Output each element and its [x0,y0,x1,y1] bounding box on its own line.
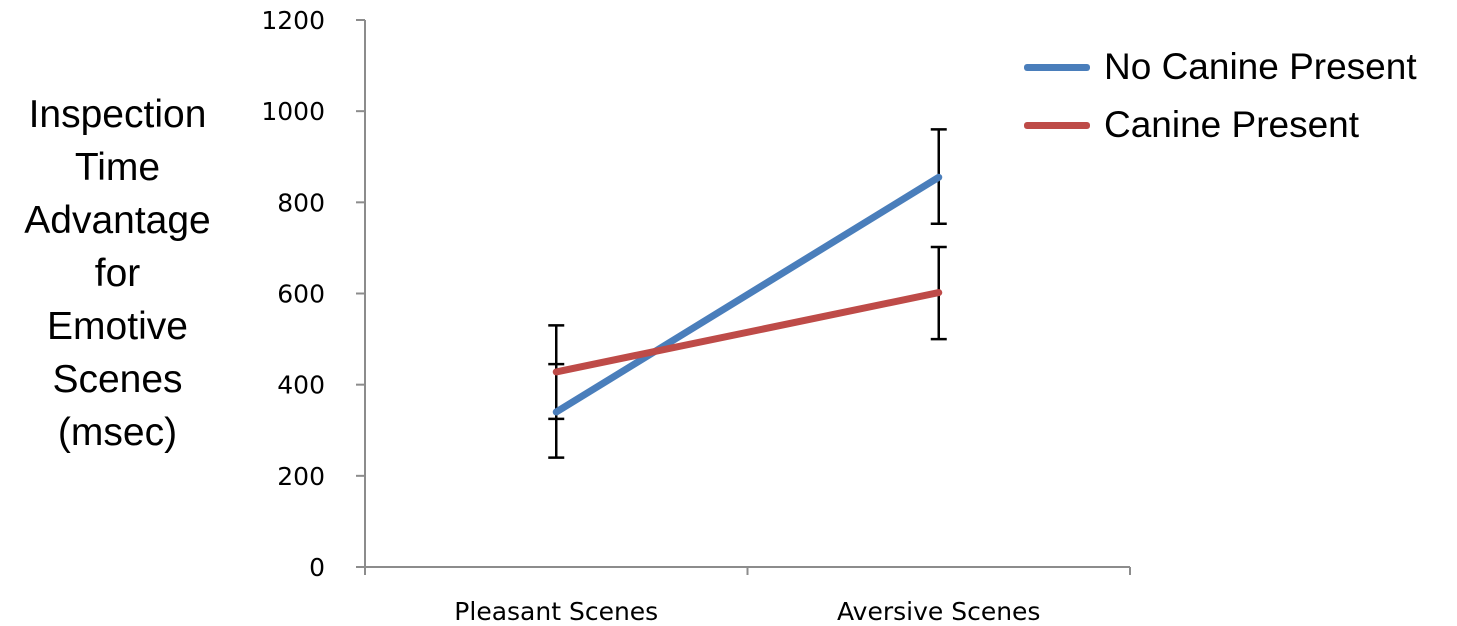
y-axis-label-line: Scenes [52,358,183,401]
legend-swatch-no-canine [1024,63,1090,71]
chart-legend: No Canine Present Canine Present [1024,38,1417,154]
y-axis-label-line: Inspection [28,93,207,136]
y-axis-label-line: Emotive [47,305,188,348]
y-tick-label: 400 [277,371,325,400]
y-axis-label: Inspection Time Advantage for Emotive Sc… [0,88,235,459]
series-line-canine [552,289,943,376]
x-category-label: Aversive Scenes [837,597,1040,626]
series-line-no-canine [552,173,943,416]
y-tick-label: 200 [277,462,325,491]
legend-label-no-canine: No Canine Present [1104,46,1417,87]
legend-swatch-canine [1024,121,1090,129]
y-axis-label-line: for [94,252,141,295]
y-tick-label: 800 [277,188,325,217]
y-axis-label-line: (msec) [57,411,178,454]
legend-item-no-canine: No Canine Present [1024,38,1417,96]
legend-label-canine: Canine Present [1104,104,1360,145]
y-tick-label: 1000 [261,97,325,126]
y-tick-label: 0 [309,553,325,582]
y-tick-label: 1200 [261,6,325,35]
y-axis-ticks: 0 200 400 600 800 1000 1200 [261,6,365,582]
y-tick-label: 600 [277,280,325,309]
legend-item-canine: Canine Present [1024,96,1417,154]
y-axis-label-line: Time [74,146,161,189]
y-axis-label-line: Advantage [24,199,211,242]
series-lines [552,173,943,416]
x-category-label: Pleasant Scenes [454,597,658,626]
x-axis-categories: Pleasant Scenes Aversive Scenes [454,597,1040,626]
